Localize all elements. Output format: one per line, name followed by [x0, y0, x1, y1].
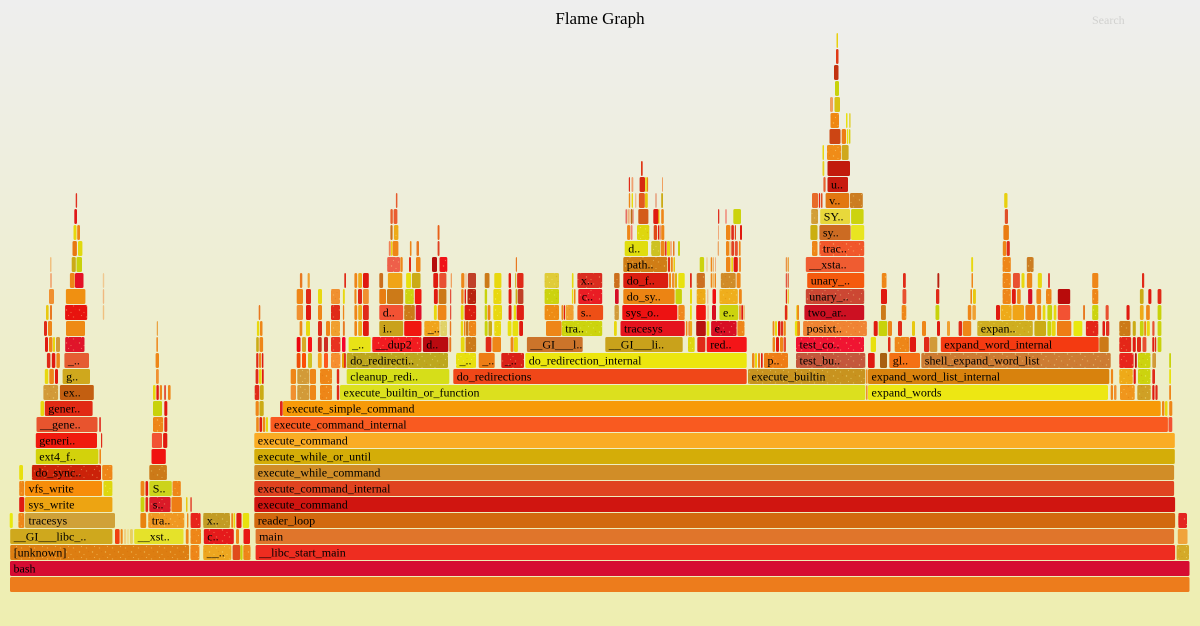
svg-text:d..: d..: [628, 242, 640, 256]
svg-text:x..: x..: [207, 514, 219, 528]
svg-text:bash: bash: [14, 562, 36, 576]
svg-text:Search: Search: [1092, 13, 1125, 27]
svg-text:do_f..: do_f..: [627, 274, 655, 288]
svg-text:_..: _..: [459, 354, 472, 368]
svg-text:g..: g..: [66, 370, 78, 384]
svg-text:test_bu..: test_bu..: [800, 354, 841, 368]
svg-text:trac..: trac..: [823, 242, 847, 256]
svg-text:u..: u..: [831, 178, 843, 192]
svg-text:do_redirections: do_redirections: [457, 370, 532, 384]
svg-text:__libc_start_main: __libc_start_main: [258, 546, 346, 560]
svg-text:expand_word_list_internal: expand_word_list_internal: [872, 370, 1001, 384]
svg-text:reader_loop: reader_loop: [258, 514, 315, 528]
svg-text:execute_simple_command: execute_simple_command: [287, 402, 415, 416]
svg-text:ext4_f..: ext4_f..: [39, 450, 76, 464]
svg-text:path..: path..: [627, 258, 654, 272]
svg-text:expan..: expan..: [981, 322, 1016, 336]
svg-text:__..: __..: [206, 546, 225, 560]
svg-text:execute_command_internal: execute_command_internal: [258, 482, 391, 496]
svg-text:do_sy..: do_sy..: [627, 290, 661, 304]
svg-text:execute_command_internal: execute_command_internal: [274, 418, 407, 432]
svg-text:__GI___l..: __GI___l..: [529, 338, 582, 352]
svg-text:unary_..: unary_..: [811, 274, 850, 288]
svg-text:gener..: gener..: [48, 402, 80, 416]
svg-text:red..: red..: [710, 338, 731, 352]
svg-text:do_redirection_internal: do_redirection_internal: [529, 354, 642, 368]
svg-text:two_ar..: two_ar..: [808, 306, 847, 320]
svg-text:vfs_write: vfs_write: [29, 482, 74, 496]
svg-text:sy..: sy..: [823, 226, 839, 240]
svg-text:sys_write: sys_write: [29, 498, 75, 512]
svg-text:do_redirecti..: do_redirecti..: [350, 354, 414, 368]
svg-text:_..: _..: [67, 354, 80, 368]
svg-text:__gene..: __gene..: [39, 418, 81, 432]
svg-text:sys_o..: sys_o..: [626, 306, 659, 320]
svg-text:execute_command: execute_command: [258, 434, 348, 448]
svg-text:generi..: generi..: [39, 434, 75, 448]
svg-text:__xsta..: __xsta..: [808, 258, 846, 272]
svg-text:v..: v..: [829, 194, 840, 208]
svg-text:test_co..: test_co..: [800, 338, 840, 352]
svg-text:__GI___li..: __GI___li..: [608, 338, 664, 352]
svg-text:_..: _..: [427, 322, 440, 336]
svg-text:__xst..: __xst..: [137, 530, 170, 544]
svg-text:s..: s..: [581, 306, 592, 320]
svg-text:e..: e..: [715, 322, 726, 336]
svg-text:tra..: tra..: [565, 322, 584, 336]
svg-text:cleanup_redi..: cleanup_redi..: [350, 370, 418, 384]
svg-text:__GI___libc_..: __GI___libc_..: [13, 530, 87, 544]
svg-text:main: main: [259, 530, 283, 544]
svg-text:e..: e..: [723, 306, 734, 320]
svg-text:d..: d..: [426, 338, 438, 352]
svg-text:d..: d..: [383, 306, 395, 320]
svg-text:expand_word_internal: expand_word_internal: [944, 338, 1053, 352]
svg-text:execute_while_command: execute_while_command: [258, 466, 381, 480]
svg-text:__dup2: __dup2: [375, 338, 412, 352]
svg-text:SY..: SY..: [824, 210, 844, 224]
svg-text:s..: s..: [153, 498, 164, 512]
svg-text:gl..: gl..: [893, 354, 908, 368]
svg-text:[unknown]: [unknown]: [14, 546, 67, 560]
svg-text:Flame Graph: Flame Graph: [555, 9, 645, 28]
svg-text:S..: S..: [153, 482, 166, 496]
svg-text:tracesys: tracesys: [29, 514, 68, 528]
svg-text:tra..: tra..: [152, 514, 171, 528]
svg-text:i..: i..: [383, 322, 392, 336]
svg-text:tracesys: tracesys: [624, 322, 663, 336]
svg-text:c..: c..: [207, 530, 218, 544]
svg-text:execute_builtin_or_function: execute_builtin_or_function: [344, 386, 480, 400]
svg-text:execute_while_or_until: execute_while_or_until: [258, 450, 372, 464]
svg-text:_..: _..: [504, 354, 517, 368]
svg-text:ex..: ex..: [63, 386, 80, 400]
svg-text:_..: _..: [351, 338, 364, 352]
svg-text:shell_expand_word_list: shell_expand_word_list: [925, 354, 1040, 368]
svg-text:c..: c..: [582, 290, 593, 304]
svg-text:expand_words: expand_words: [872, 386, 942, 400]
svg-text:do_sync..: do_sync..: [35, 466, 81, 480]
svg-text:execute_command: execute_command: [258, 498, 348, 512]
svg-text:posixt..: posixt..: [807, 322, 842, 336]
svg-text:execute_builtin: execute_builtin: [752, 370, 826, 384]
svg-text:p..: p..: [768, 354, 780, 368]
svg-text:x..: x..: [581, 274, 593, 288]
svg-text:unary_..: unary_..: [809, 290, 848, 304]
svg-text:_..: _..: [481, 354, 494, 368]
